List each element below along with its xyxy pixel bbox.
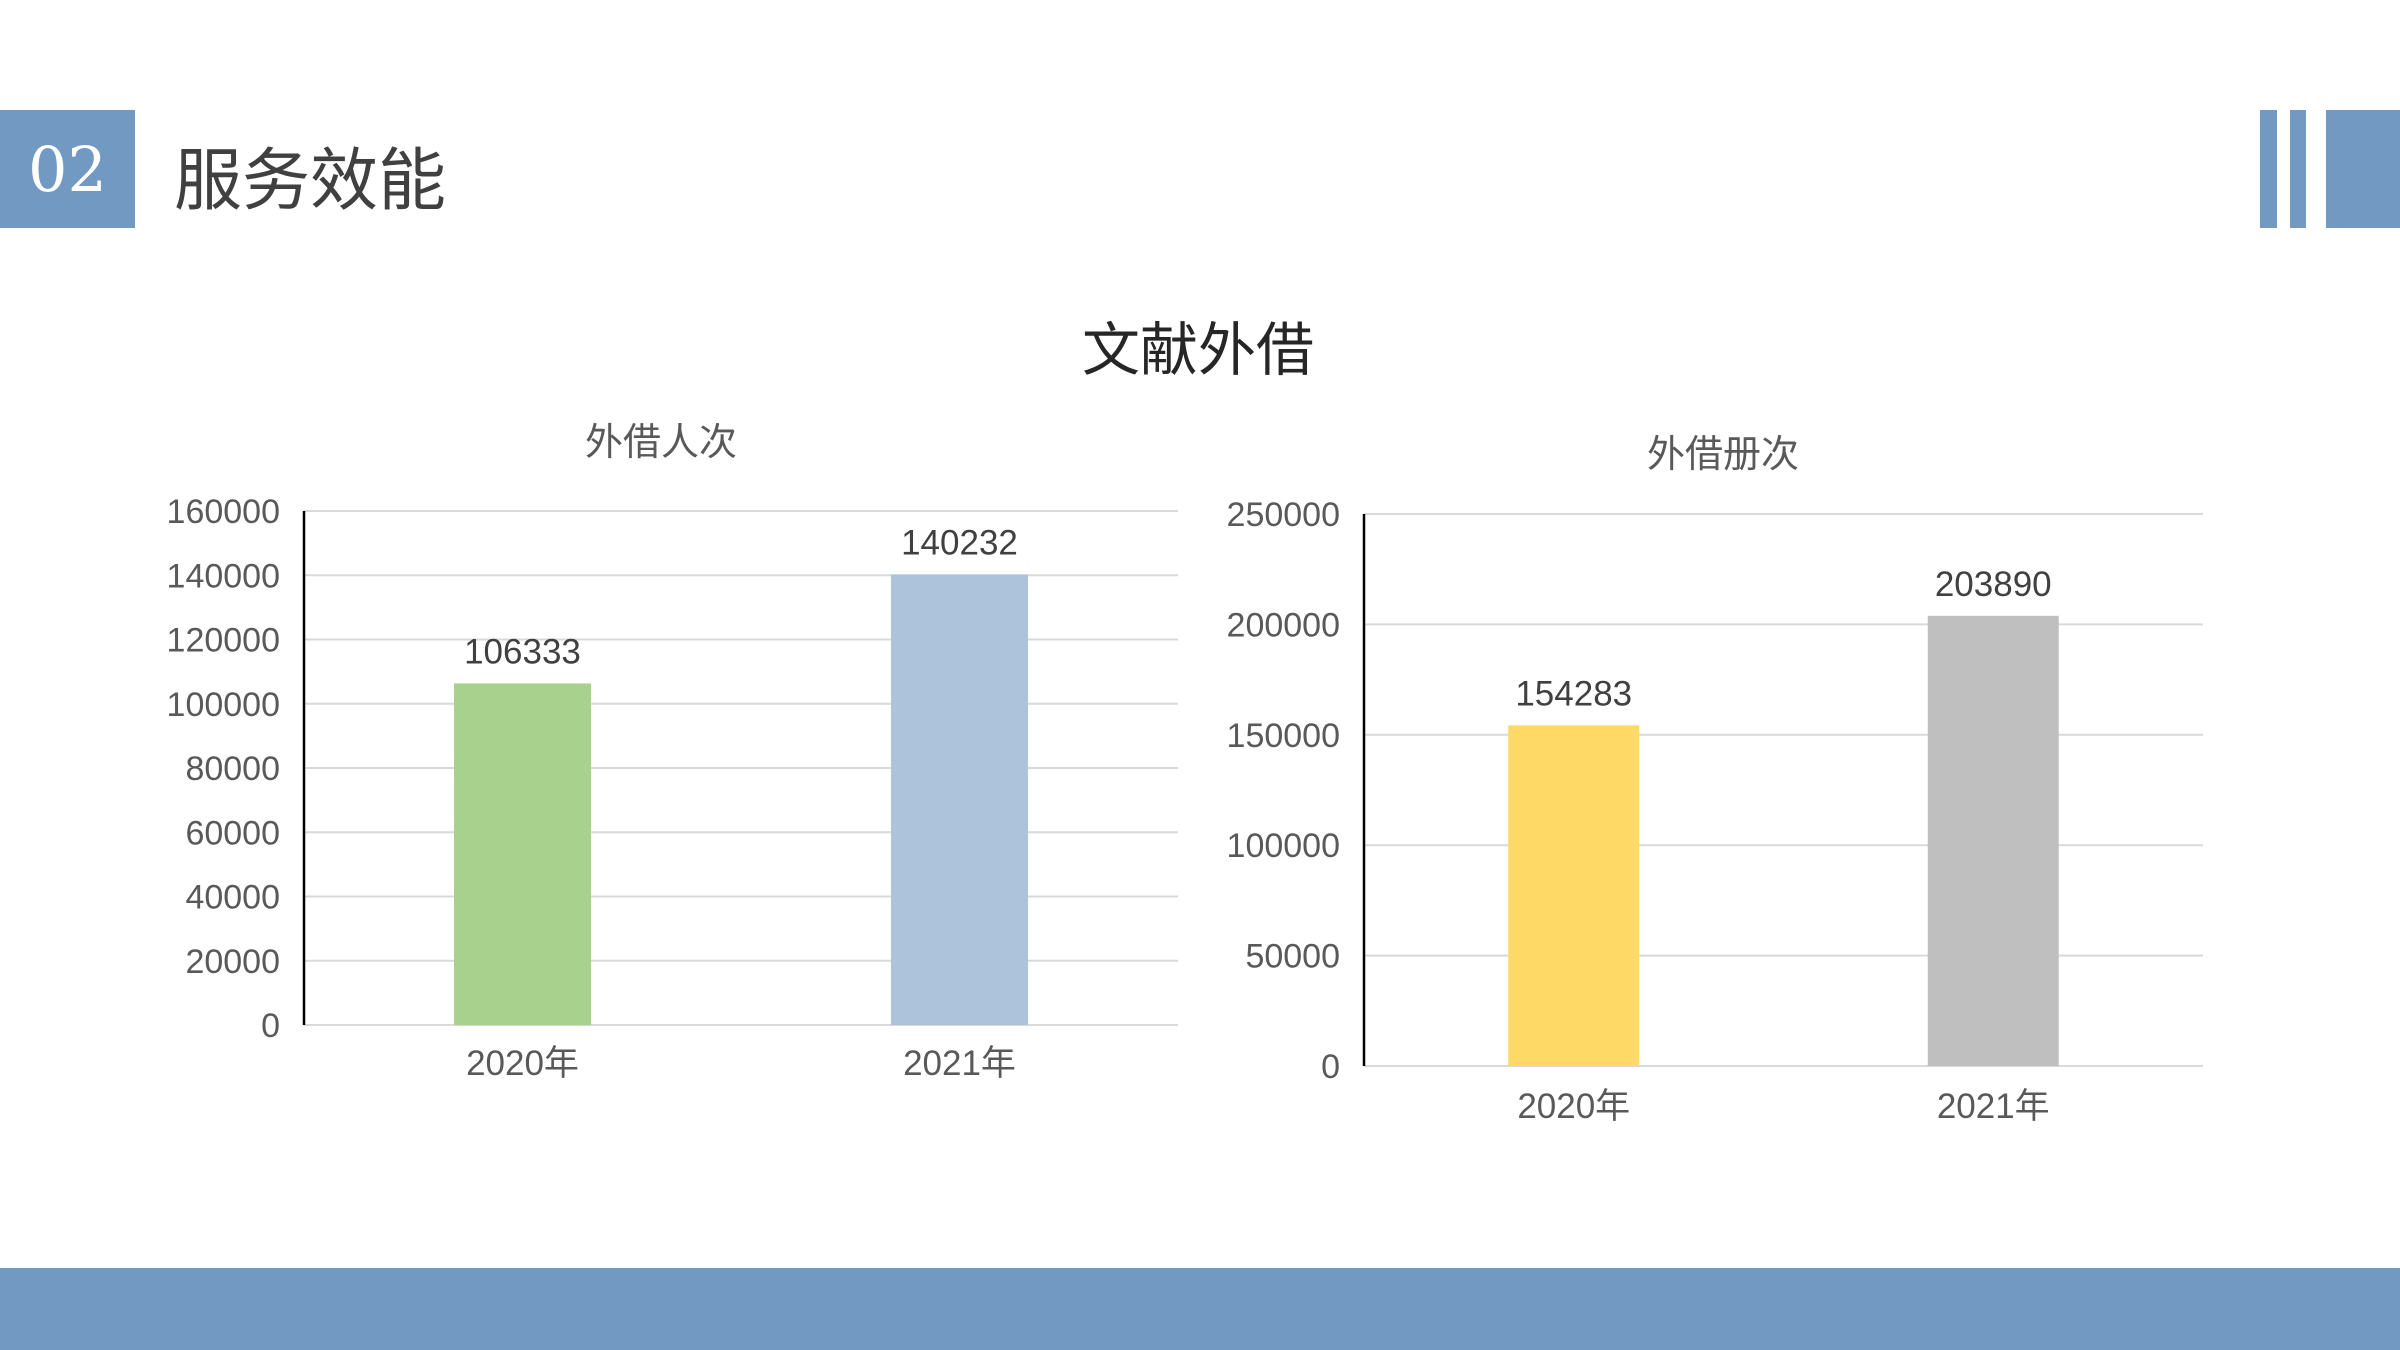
decorative-stripe-2 (2290, 110, 2306, 228)
chart1-y-tick-label: 40000 (185, 879, 280, 917)
chart2-data-label-2: 203890 (1935, 565, 2052, 604)
chart1-category-label-1: 2020年 (466, 1044, 579, 1083)
chart2-y-tick-label: 100000 (1227, 827, 1340, 865)
chart1-bar-1 (454, 683, 591, 1025)
footer-bar (0, 1268, 2400, 1350)
section-number: 02 (28, 132, 107, 206)
chart1-category-label-2: 2021年 (903, 1044, 1016, 1083)
chart2-y-tick-label: 50000 (1245, 938, 1340, 976)
chart1-data-label-1: 106333 (464, 632, 581, 671)
chart1-y-tick-label: 100000 (167, 686, 280, 724)
chart1-data-label-2: 140232 (901, 524, 1018, 563)
chart2-y-tick-label: 250000 (1227, 496, 1340, 534)
chart2-category-label-2: 2021年 (1937, 1087, 2050, 1126)
chart2-y-tick-label: 0 (1321, 1048, 1340, 1086)
chart1-y-tick-label: 0 (261, 1007, 280, 1045)
chart1-bar-2 (891, 574, 1028, 1025)
chart1-y-tick-label: 20000 (185, 943, 280, 981)
chart2-bar-1 (1508, 725, 1640, 1066)
decorative-block (2326, 110, 2400, 228)
section-title: 服务效能 (174, 142, 447, 221)
main-title: 文献外借 (0, 310, 2400, 390)
chart1-y-tick-label: 160000 (167, 493, 280, 531)
chart1-y-tick-label: 140000 (167, 557, 280, 595)
chart2-bar-2 (1927, 615, 2059, 1066)
chart1-title: 外借人次 (585, 420, 737, 464)
chart2-category-label-1: 2020年 (1517, 1087, 1630, 1126)
chart2-y-tick-label: 150000 (1227, 717, 1340, 755)
chart2-y-tick-label: 200000 (1227, 606, 1340, 644)
section-number-badge: 02 (0, 110, 135, 228)
chart2-data-label-1: 154283 (1515, 674, 1632, 713)
chart2-title: 外借册次 (1647, 432, 1799, 476)
chart1-y-tick-label: 120000 (167, 622, 280, 660)
decorative-stripe-1 (2260, 110, 2277, 228)
main-title-text: 文献外借 (1081, 316, 1314, 384)
chart1-y-tick-label: 60000 (185, 814, 280, 852)
chart1-y-tick-label: 80000 (185, 750, 280, 788)
